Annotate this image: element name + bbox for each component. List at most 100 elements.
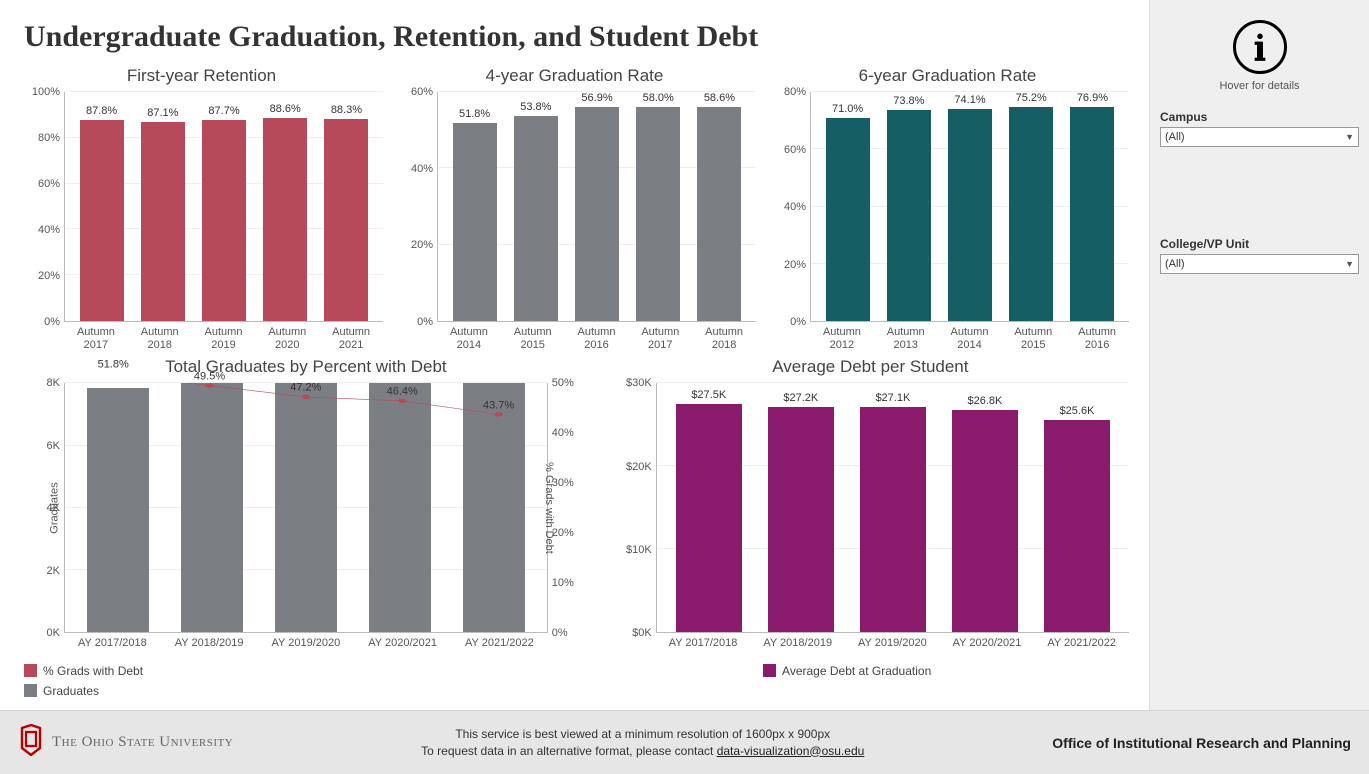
x-label: Autumn2015 xyxy=(501,326,565,351)
bar-value-label: $27.5K xyxy=(691,389,726,401)
x-label: Autumn2019 xyxy=(192,326,256,351)
bar-value-label: 51.8% xyxy=(459,108,490,120)
bar xyxy=(453,123,497,321)
avgdebt-chart: Average Debt per Student $0K$10K$20K$30K… xyxy=(612,357,1129,650)
bar-value-label: 58.0% xyxy=(643,92,674,104)
bar-value-label: 88.3% xyxy=(331,104,362,116)
osu-logo: The Ohio State University xyxy=(18,724,233,761)
bar xyxy=(887,110,931,321)
bar-value-label: 74.1% xyxy=(954,94,985,106)
line-value-label: 51.8% xyxy=(98,359,129,371)
x-label: Autumn2012 xyxy=(810,326,874,351)
legend-combo: % Grads with Debt Graduates xyxy=(24,664,143,698)
combo-chart: Total Graduates by Percent with Debt 0K2… xyxy=(20,357,592,650)
y-tick: 100% xyxy=(32,86,60,98)
grad4-title: 4-year Graduation Rate xyxy=(393,66,756,86)
bar xyxy=(826,118,870,321)
bar xyxy=(1044,420,1110,632)
y-tick: 80% xyxy=(38,132,60,144)
y-tick: 60% xyxy=(411,86,433,98)
x-label: AY 2018/2019 xyxy=(750,637,845,650)
retention-title: First-year Retention xyxy=(20,66,383,86)
y-tick: $0K xyxy=(632,627,652,639)
y-tick-left: 8K xyxy=(47,377,60,389)
footer: The Ohio State University This service i… xyxy=(0,710,1369,774)
legend-item: Graduates xyxy=(24,684,143,698)
bar-value-label: 73.8% xyxy=(893,95,924,107)
y-tick-left: 0K xyxy=(47,627,60,639)
bar xyxy=(952,410,1018,632)
bar xyxy=(676,404,742,632)
footer-email[interactable]: data-visualization@osu.edu xyxy=(717,744,865,758)
legend-swatch xyxy=(24,664,37,677)
x-label: Autumn2014 xyxy=(938,326,1002,351)
dropdown-value: (All) xyxy=(1165,131,1185,143)
legend-swatch xyxy=(763,664,776,677)
bar xyxy=(87,388,149,632)
y-tick: 40% xyxy=(411,163,433,175)
y-tick: $20K xyxy=(626,461,652,473)
bar-value-label: 88.6% xyxy=(270,103,301,115)
x-label: Autumn2018 xyxy=(128,326,192,351)
footer-line2-prefix: To request data in an alternative format… xyxy=(421,744,717,758)
line-value-label: 49.5% xyxy=(194,370,225,382)
grad4-chart: 4-year Graduation Rate 0%20%40%60%51.8%5… xyxy=(393,66,756,351)
bar xyxy=(768,407,834,633)
chevron-down-icon: ▼ xyxy=(1345,259,1354,269)
x-label: AY 2021/2022 xyxy=(1034,637,1129,650)
bar xyxy=(275,383,337,632)
retention-chart: First-year Retention 0%20%40%60%80%100%8… xyxy=(20,66,383,351)
y-tick: $10K xyxy=(626,544,652,556)
y-tick: 0% xyxy=(417,316,433,328)
y-tick: 40% xyxy=(38,224,60,236)
y-tick-right: 50% xyxy=(552,377,574,389)
x-label: Autumn2020 xyxy=(255,326,319,351)
filter-dropdown[interactable]: (All)▼ xyxy=(1160,254,1359,274)
bar-value-label: 76.9% xyxy=(1077,92,1108,104)
info-icon[interactable] xyxy=(1233,20,1287,74)
osu-mark-icon xyxy=(18,724,44,761)
page-title: Undergraduate Graduation, Retention, and… xyxy=(24,20,1129,54)
x-label: Autumn2017 xyxy=(628,326,692,351)
filter-label: College/VP Unit xyxy=(1160,237,1359,251)
x-label: AY 2021/2022 xyxy=(451,637,548,650)
bar xyxy=(636,107,680,321)
y-tick-left: 2K xyxy=(47,565,60,577)
legend-label: % Grads with Debt xyxy=(43,664,143,678)
legend-label: Average Debt at Graduation xyxy=(782,664,931,678)
filter-label: Campus xyxy=(1160,110,1359,124)
y-tick: $30K xyxy=(626,377,652,389)
bar xyxy=(1009,107,1053,321)
y-tick-right: 10% xyxy=(552,577,574,589)
bar-value-label: 53.8% xyxy=(520,101,551,113)
x-label: AY 2017/2018 xyxy=(656,637,751,650)
bar-value-label: 87.7% xyxy=(208,105,239,117)
x-label: AY 2020/2021 xyxy=(940,637,1035,650)
x-label: AY 2019/2020 xyxy=(845,637,940,650)
x-label: Autumn2015 xyxy=(1001,326,1065,351)
bar xyxy=(575,107,619,321)
x-label: AY 2019/2020 xyxy=(258,637,355,650)
bar-value-label: 87.8% xyxy=(86,105,117,117)
chevron-down-icon: ▼ xyxy=(1345,132,1354,142)
y-tick: 20% xyxy=(38,270,60,282)
bar-value-label: $27.2K xyxy=(783,392,818,404)
y-tick-right: 40% xyxy=(552,427,574,439)
bar xyxy=(514,116,558,321)
legend-item: Average Debt at Graduation xyxy=(763,664,931,678)
bar-value-label: 71.0% xyxy=(832,103,863,115)
y-tick: 0% xyxy=(790,316,806,328)
bar xyxy=(181,383,243,632)
bar-value-label: 56.9% xyxy=(581,92,612,104)
grad6-chart: 6-year Graduation Rate 0%20%40%60%80%71.… xyxy=(766,66,1129,351)
filter-dropdown[interactable]: (All) ▼ xyxy=(1160,127,1359,147)
legend-label: Graduates xyxy=(43,684,99,698)
x-label: AY 2020/2021 xyxy=(354,637,451,650)
x-label: Autumn2016 xyxy=(1065,326,1129,351)
line-value-label: 43.7% xyxy=(483,399,514,411)
y-tick: 0% xyxy=(44,316,60,328)
bar xyxy=(1070,107,1114,321)
bar xyxy=(463,383,525,632)
x-label: Autumn2017 xyxy=(64,326,128,351)
x-label: Autumn2014 xyxy=(437,326,501,351)
